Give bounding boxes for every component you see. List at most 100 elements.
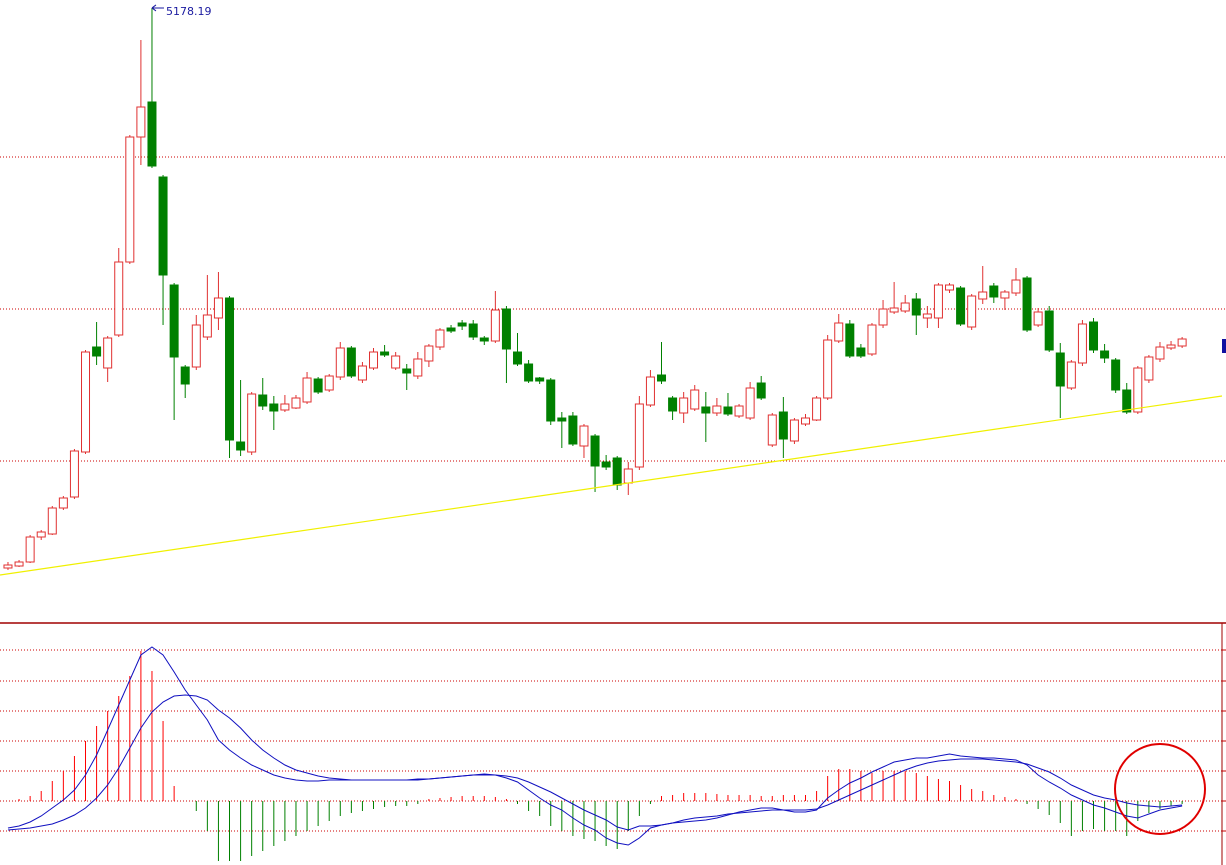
candle-body — [623, 468, 633, 484]
candle-body — [25, 536, 35, 563]
candle-body — [14, 561, 24, 567]
candle-body — [867, 324, 877, 355]
candle-body — [247, 393, 257, 453]
candle-body — [812, 397, 822, 421]
candle-body — [501, 308, 511, 350]
price-panel: 5178.19 — [0, 4, 1226, 576]
candle-body — [546, 379, 556, 422]
candle-body — [734, 405, 744, 417]
candle-body — [945, 284, 955, 291]
candle-body — [922, 313, 932, 319]
candle-body — [568, 415, 578, 445]
candle-body — [69, 450, 79, 498]
candle-body — [258, 394, 268, 407]
candle-body — [668, 397, 678, 412]
candle-body — [723, 406, 733, 415]
candle-body — [191, 324, 201, 368]
candle-body — [645, 376, 655, 406]
macd-panel — [0, 646, 1226, 861]
candle-body — [302, 377, 312, 403]
candle-body — [823, 339, 833, 399]
candle-body — [1077, 323, 1087, 364]
candle-body — [900, 302, 910, 312]
candle-body — [535, 377, 545, 382]
candle-body — [236, 441, 246, 451]
candle-body — [690, 389, 700, 410]
candle-body — [1155, 346, 1165, 360]
candle-body — [125, 136, 135, 263]
peak-pointer — [151, 4, 164, 12]
candle-body — [225, 297, 235, 441]
candle-body — [424, 345, 434, 362]
candle-body — [58, 497, 68, 509]
candle-body — [213, 297, 223, 319]
candle-body — [1122, 389, 1132, 413]
candle-body — [1033, 311, 1043, 326]
candle-body — [81, 351, 91, 453]
candle-body — [701, 406, 711, 414]
candle-body — [856, 347, 866, 357]
candle-body — [1133, 367, 1143, 413]
candle-body — [3, 564, 13, 569]
candle-body — [1066, 361, 1076, 389]
candle-body — [1055, 352, 1065, 387]
candle-body — [889, 307, 899, 313]
candle-body — [657, 374, 667, 382]
candle-body — [524, 363, 534, 382]
candle-body — [745, 387, 755, 419]
candle-body — [435, 329, 445, 348]
candle-body — [712, 405, 722, 414]
current-price-marker — [1222, 339, 1226, 353]
candle-body — [845, 323, 855, 357]
candle-body — [47, 507, 57, 535]
candle-body — [402, 368, 412, 374]
highlight-circle — [1114, 743, 1206, 835]
candle-body — [357, 365, 367, 381]
candle-body — [147, 101, 157, 167]
candle-body — [280, 403, 290, 411]
candle-body — [369, 351, 379, 369]
candle-body — [1000, 291, 1010, 299]
candle-body — [789, 419, 799, 442]
candle-body — [778, 411, 788, 440]
candle-body — [1177, 338, 1187, 347]
candle-body — [180, 366, 190, 385]
candle-body — [679, 397, 689, 414]
candle-body — [269, 403, 279, 412]
candle-body — [767, 414, 777, 446]
candle-body — [878, 308, 888, 326]
candle-body — [911, 298, 921, 316]
candle-body — [479, 337, 489, 342]
candle-body — [601, 461, 611, 468]
trend-line — [0, 395, 1223, 576]
candle-body — [756, 382, 766, 399]
candle-body — [380, 351, 390, 356]
dif-line — [7, 646, 1183, 846]
candle-body — [291, 397, 301, 409]
candle-body — [1166, 344, 1176, 349]
candle-body — [1144, 356, 1154, 381]
candle-body — [1100, 350, 1110, 359]
candle-body — [579, 425, 589, 447]
candle-body — [346, 347, 356, 377]
candle-body — [956, 287, 966, 325]
candle-body — [457, 322, 467, 327]
candle-body — [933, 284, 943, 319]
candle-body — [136, 106, 146, 138]
candle-body — [169, 284, 179, 358]
candle-body — [612, 457, 622, 486]
candle-body — [1089, 321, 1099, 351]
candle-body — [1011, 279, 1021, 294]
candle-body — [114, 261, 124, 336]
candle-body — [36, 531, 46, 538]
candle-body — [335, 347, 345, 378]
candle-body — [391, 355, 401, 369]
candle-body — [978, 291, 988, 300]
candle-body — [490, 309, 500, 342]
candle-body — [557, 417, 567, 422]
candle-body — [634, 403, 644, 468]
candle-body — [513, 351, 523, 365]
candle-body — [468, 323, 478, 338]
